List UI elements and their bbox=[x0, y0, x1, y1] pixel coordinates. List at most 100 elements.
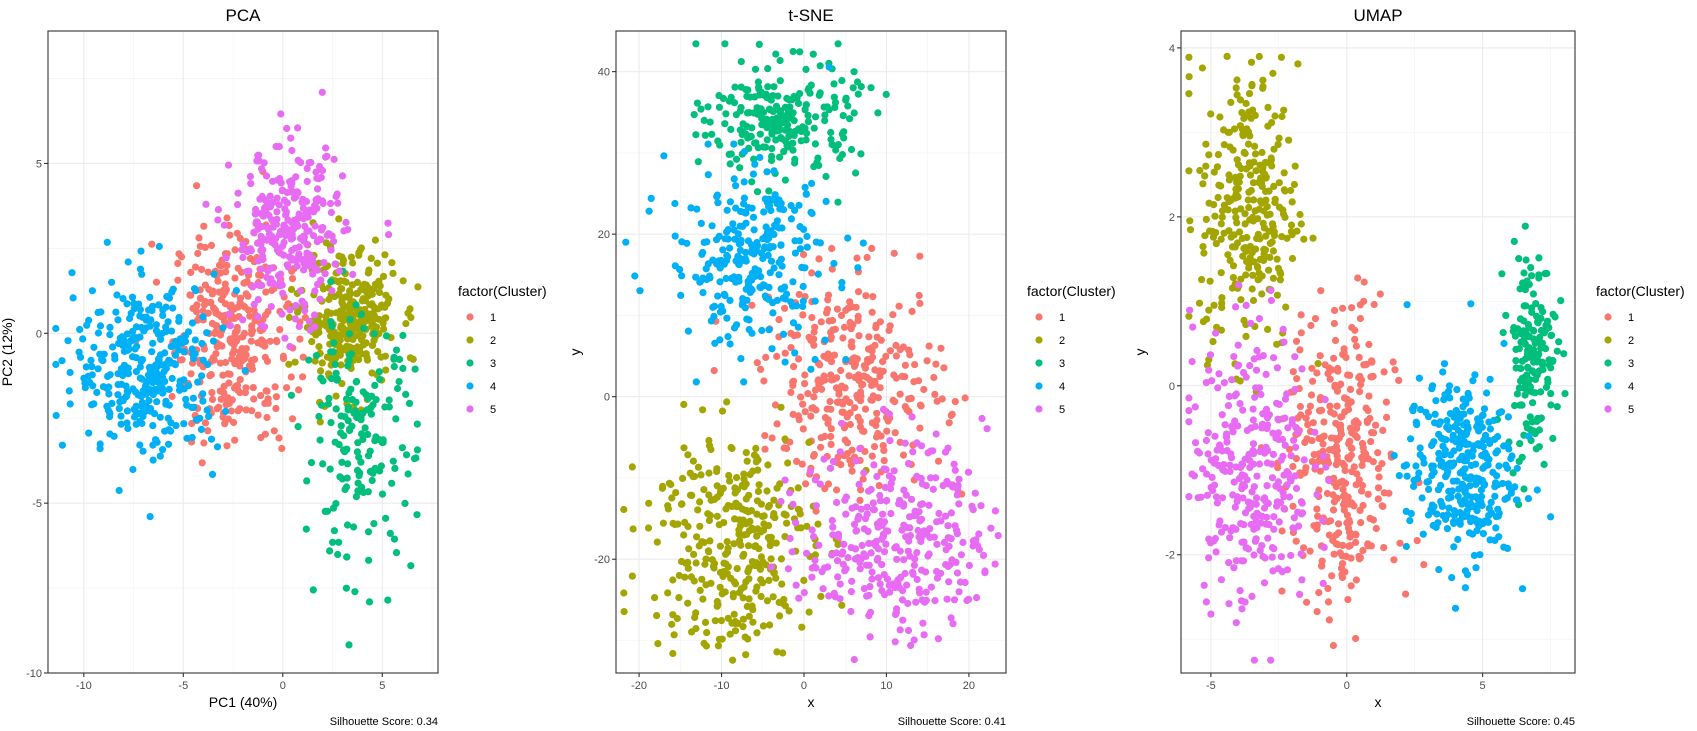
point-cluster-2 bbox=[1273, 340, 1281, 348]
point-cluster-4 bbox=[199, 390, 207, 398]
point-cluster-2 bbox=[414, 283, 422, 291]
point-cluster-4 bbox=[748, 276, 756, 284]
point-cluster-1 bbox=[222, 268, 230, 276]
point-cluster-2 bbox=[737, 585, 746, 593]
point-cluster-4 bbox=[1490, 435, 1499, 443]
point-cluster-2 bbox=[1201, 232, 1209, 240]
point-cluster-2 bbox=[724, 502, 732, 510]
point-cluster-3 bbox=[852, 169, 860, 177]
point-cluster-5 bbox=[947, 614, 955, 622]
point-cluster-2 bbox=[753, 583, 761, 591]
panel-border bbox=[47, 30, 439, 674]
point-cluster-2 bbox=[381, 314, 389, 323]
point-cluster-1 bbox=[152, 278, 161, 286]
point-cluster-2 bbox=[1240, 148, 1248, 156]
point-cluster-1 bbox=[856, 496, 864, 504]
point-cluster-5 bbox=[280, 196, 289, 204]
point-cluster-3 bbox=[821, 117, 829, 125]
point-cluster-3 bbox=[788, 114, 796, 122]
point-cluster-5 bbox=[1213, 446, 1221, 454]
point-cluster-2 bbox=[1270, 182, 1278, 190]
point-cluster-3 bbox=[1525, 280, 1533, 288]
point-cluster-1 bbox=[226, 231, 234, 239]
point-cluster-1 bbox=[1350, 463, 1358, 471]
point-cluster-3 bbox=[834, 141, 842, 149]
point-cluster-5 bbox=[1319, 579, 1327, 588]
point-cluster-2 bbox=[1217, 220, 1225, 228]
point-cluster-4 bbox=[1518, 585, 1527, 593]
point-cluster-2 bbox=[745, 595, 753, 603]
point-cluster-2 bbox=[1236, 96, 1245, 104]
point-cluster-2 bbox=[1185, 73, 1193, 81]
point-cluster-5 bbox=[904, 459, 913, 468]
point-cluster-5 bbox=[1194, 494, 1202, 502]
point-cluster-5 bbox=[957, 551, 966, 559]
point-cluster-4 bbox=[745, 316, 753, 324]
point-cluster-2 bbox=[798, 623, 806, 631]
point-cluster-5 bbox=[293, 262, 301, 270]
point-cluster-4 bbox=[1499, 479, 1507, 488]
point-cluster-2 bbox=[1280, 106, 1288, 114]
point-cluster-5 bbox=[255, 281, 263, 290]
point-cluster-3 bbox=[849, 84, 857, 92]
point-cluster-1 bbox=[1324, 370, 1332, 378]
point-cluster-4 bbox=[1420, 459, 1428, 467]
point-cluster-1 bbox=[1341, 479, 1350, 487]
point-cluster-1 bbox=[1338, 571, 1346, 579]
point-cluster-5 bbox=[991, 560, 999, 568]
point-cluster-2 bbox=[1270, 229, 1278, 237]
point-cluster-4 bbox=[123, 407, 131, 415]
point-cluster-4 bbox=[730, 175, 738, 183]
point-cluster-2 bbox=[1220, 141, 1228, 149]
point-cluster-5 bbox=[789, 500, 797, 508]
point-cluster-3 bbox=[324, 400, 332, 408]
point-cluster-2 bbox=[797, 524, 805, 532]
point-cluster-1 bbox=[212, 322, 220, 330]
x-tick-label: -5 bbox=[178, 680, 188, 692]
point-cluster-1 bbox=[1334, 520, 1343, 528]
point-cluster-5 bbox=[286, 306, 294, 314]
point-cluster-5 bbox=[951, 466, 959, 474]
point-cluster-5 bbox=[836, 595, 844, 603]
point-cluster-5 bbox=[276, 249, 284, 257]
point-cluster-3 bbox=[816, 89, 824, 97]
point-cluster-5 bbox=[342, 218, 350, 226]
point-cluster-5 bbox=[971, 489, 979, 497]
point-cluster-3 bbox=[402, 390, 410, 398]
point-cluster-1 bbox=[263, 357, 272, 365]
point-cluster-2 bbox=[755, 481, 763, 489]
point-cluster-3 bbox=[358, 430, 366, 438]
point-cluster-3 bbox=[402, 451, 411, 459]
point-cluster-2 bbox=[381, 303, 389, 311]
point-cluster-3 bbox=[766, 106, 774, 114]
point-cluster-1 bbox=[288, 415, 297, 423]
point-cluster-2 bbox=[1252, 167, 1260, 175]
point-cluster-4 bbox=[165, 356, 173, 364]
point-cluster-5 bbox=[1279, 489, 1287, 497]
point-cluster-4 bbox=[764, 251, 772, 259]
point-cluster-2 bbox=[336, 309, 345, 317]
point-cluster-5 bbox=[1319, 452, 1328, 460]
point-cluster-5 bbox=[829, 531, 837, 539]
point-cluster-3 bbox=[392, 549, 401, 557]
point-cluster-3 bbox=[1519, 279, 1527, 287]
point-cluster-2 bbox=[1245, 188, 1253, 196]
point-cluster-1 bbox=[1364, 490, 1372, 498]
point-cluster-5 bbox=[840, 540, 848, 548]
point-cluster-2 bbox=[1242, 99, 1250, 108]
point-cluster-4 bbox=[796, 237, 804, 245]
point-cluster-5 bbox=[1277, 499, 1285, 507]
point-cluster-2 bbox=[402, 320, 410, 328]
point-cluster-1 bbox=[903, 406, 911, 414]
point-cluster-1 bbox=[1325, 616, 1333, 624]
point-cluster-2 bbox=[1242, 165, 1250, 173]
point-cluster-4 bbox=[69, 294, 77, 302]
x-axis-title: x bbox=[1375, 694, 1382, 710]
point-cluster-3 bbox=[390, 363, 398, 371]
point-cluster-2 bbox=[1232, 84, 1240, 92]
point-cluster-2 bbox=[1264, 122, 1272, 130]
point-cluster-2 bbox=[700, 486, 708, 494]
point-cluster-1 bbox=[1347, 451, 1355, 459]
point-cluster-5 bbox=[301, 307, 309, 315]
point-cluster-1 bbox=[251, 355, 259, 363]
